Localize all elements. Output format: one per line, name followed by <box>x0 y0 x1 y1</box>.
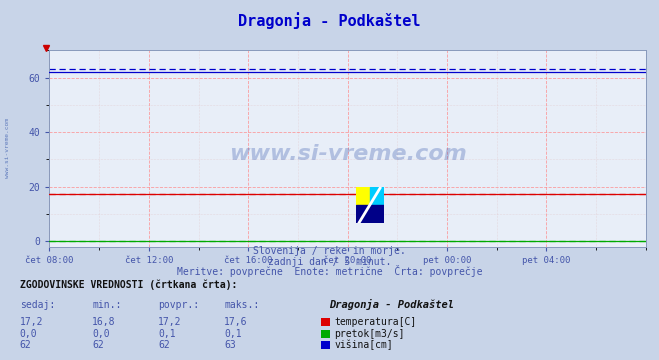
Text: zadnji dan / 5 minut.: zadnji dan / 5 minut. <box>268 257 391 267</box>
Text: 17,6: 17,6 <box>224 317 248 327</box>
Bar <box>370 187 384 205</box>
Text: višina[cm]: višina[cm] <box>334 340 393 350</box>
Text: temperatura[C]: temperatura[C] <box>334 317 416 327</box>
Text: 16,8: 16,8 <box>92 317 116 327</box>
Text: Dragonja - Podkaštel: Dragonja - Podkaštel <box>239 13 420 30</box>
Text: 0,1: 0,1 <box>224 329 242 339</box>
Text: min.:: min.: <box>92 300 122 310</box>
Text: ZGODOVINSKE VREDNOSTI (črtkana črta):: ZGODOVINSKE VREDNOSTI (črtkana črta): <box>20 279 237 290</box>
Text: 0,0: 0,0 <box>20 329 38 339</box>
Text: www.si-vreme.com: www.si-vreme.com <box>5 118 11 177</box>
Text: 0,1: 0,1 <box>158 329 176 339</box>
Text: 62: 62 <box>92 340 104 350</box>
Text: povpr.:: povpr.: <box>158 300 199 310</box>
Bar <box>356 205 384 223</box>
Text: 17,2: 17,2 <box>20 317 43 327</box>
Text: Meritve: povprečne  Enote: metrične  Črta: povprečje: Meritve: povprečne Enote: metrične Črta:… <box>177 265 482 278</box>
Text: www.si-vreme.com: www.si-vreme.com <box>229 144 467 165</box>
Text: 62: 62 <box>158 340 170 350</box>
Text: 63: 63 <box>224 340 236 350</box>
Text: 17,2: 17,2 <box>158 317 182 327</box>
Text: sedaj:: sedaj: <box>20 300 55 310</box>
Text: Slovenija / reke in morje.: Slovenija / reke in morje. <box>253 246 406 256</box>
Text: 0,0: 0,0 <box>92 329 110 339</box>
Bar <box>356 187 370 205</box>
Text: Dragonja - Podkaštel: Dragonja - Podkaštel <box>330 299 455 310</box>
Text: maks.:: maks.: <box>224 300 259 310</box>
Text: 62: 62 <box>20 340 32 350</box>
Text: pretok[m3/s]: pretok[m3/s] <box>334 329 405 339</box>
